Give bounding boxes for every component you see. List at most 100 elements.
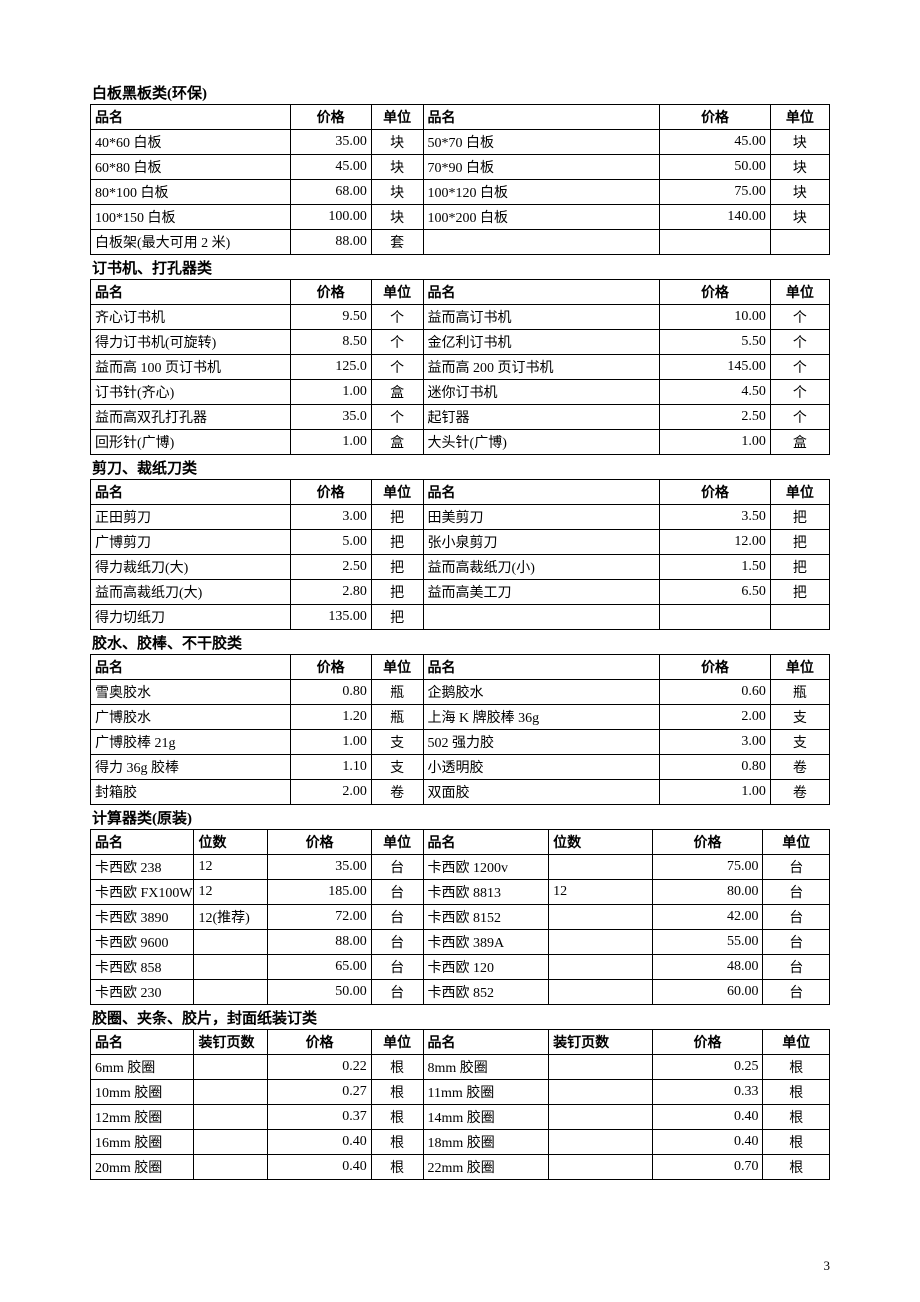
table-cell: 把 xyxy=(371,555,423,580)
table-cell: 块 xyxy=(770,130,829,155)
table-cell: 卡西欧 120 xyxy=(423,955,549,980)
table-header-row: 品名价格单位品名价格单位 xyxy=(91,655,830,680)
table-cell: 齐心订书机 xyxy=(91,305,291,330)
table-cell: 卡西欧 3890 xyxy=(91,905,194,930)
table-cell: 个 xyxy=(770,405,829,430)
table-header-cell: 单位 xyxy=(371,280,423,305)
table-cell: 2.80 xyxy=(290,580,371,605)
table-cell xyxy=(194,1130,268,1155)
table-header-cell: 价格 xyxy=(290,480,371,505)
table-header-cell: 单位 xyxy=(371,105,423,130)
table-header-row: 品名价格单位品名价格单位 xyxy=(91,105,830,130)
table-cell: 台 xyxy=(371,980,423,1005)
table-header-cell: 品名 xyxy=(91,480,291,505)
table-cell: 卡西欧 1200v xyxy=(423,855,549,880)
table-cell xyxy=(549,1105,652,1130)
table-header-cell: 装钉页数 xyxy=(194,1030,268,1055)
table-cell: 个 xyxy=(371,405,423,430)
table-cell: 把 xyxy=(770,580,829,605)
table-header-cell: 单位 xyxy=(371,655,423,680)
table-cell: 企鹅胶水 xyxy=(423,680,659,705)
table-header-cell: 单位 xyxy=(770,105,829,130)
table-header-cell: 价格 xyxy=(660,480,771,505)
table-cell: 0.60 xyxy=(660,680,771,705)
price-table: 品名价格单位品名价格单位正田剪刀3.00把田美剪刀3.50把广博剪刀5.00把张… xyxy=(90,479,830,630)
table-cell: 60*80 白板 xyxy=(91,155,291,180)
table-cell: 卷 xyxy=(770,780,829,805)
table-cell: 台 xyxy=(763,880,830,905)
table-row: 得力 36g 胶棒1.10支小透明胶0.80卷 xyxy=(91,755,830,780)
table-row: 60*80 白板45.00块70*90 白板50.00块 xyxy=(91,155,830,180)
table-row: 卡西欧 85865.00台卡西欧 12048.00台 xyxy=(91,955,830,980)
table-cell: 1.00 xyxy=(660,780,771,805)
table-cell: 45.00 xyxy=(290,155,371,180)
table-cell: 2.00 xyxy=(660,705,771,730)
table-cell: 益而高美工刀 xyxy=(423,580,659,605)
table-row: 100*150 白板100.00块100*200 白板140.00块 xyxy=(91,205,830,230)
table-cell: 16mm 胶圈 xyxy=(91,1130,194,1155)
table-cell: 45.00 xyxy=(660,130,771,155)
table-cell: 盒 xyxy=(770,430,829,455)
table-cell: 得力订书机(可旋转) xyxy=(91,330,291,355)
table-cell: 瓶 xyxy=(371,680,423,705)
table-cell: 185.00 xyxy=(268,880,371,905)
table-cell: 把 xyxy=(371,530,423,555)
table-cell: 瓶 xyxy=(770,680,829,705)
table-header-cell: 价格 xyxy=(660,655,771,680)
table-cell xyxy=(423,605,659,630)
table-cell: 1.50 xyxy=(660,555,771,580)
table-header-cell: 品名 xyxy=(423,1030,549,1055)
table-cell: 10.00 xyxy=(660,305,771,330)
table-cell: 1.00 xyxy=(290,380,371,405)
table-cell: 个 xyxy=(770,355,829,380)
table-cell xyxy=(549,1080,652,1105)
table-cell xyxy=(660,230,771,255)
table-cell: 根 xyxy=(371,1105,423,1130)
table-header-cell: 价格 xyxy=(660,105,771,130)
table-cell: 88.00 xyxy=(268,930,371,955)
table-cell: 125.0 xyxy=(290,355,371,380)
table-row: 益而高双孔打孔器35.0个起钉器2.50个 xyxy=(91,405,830,430)
table-cell: 台 xyxy=(371,880,423,905)
table-cell xyxy=(770,230,829,255)
table-cell: 35.0 xyxy=(290,405,371,430)
table-cell: 田美剪刀 xyxy=(423,505,659,530)
price-table: 品名价格单位品名价格单位40*60 白板35.00块50*70 白板45.00块… xyxy=(90,104,830,255)
table-cell: 把 xyxy=(371,605,423,630)
table-row: 6mm 胶圈0.22根8mm 胶圈0.25根 xyxy=(91,1055,830,1080)
table-cell: 12mm 胶圈 xyxy=(91,1105,194,1130)
table-cell: 瓶 xyxy=(371,705,423,730)
section-title: 计算器类(原装) xyxy=(90,807,830,828)
table-row: 80*100 白板68.00块100*120 白板75.00块 xyxy=(91,180,830,205)
table-cell: 70*90 白板 xyxy=(423,155,659,180)
table-cell: 块 xyxy=(770,205,829,230)
table-cell: 台 xyxy=(763,905,830,930)
table-cell: 小透明胶 xyxy=(423,755,659,780)
table-cell: 75.00 xyxy=(652,855,763,880)
table-cell: 12 xyxy=(194,855,268,880)
table-row: 齐心订书机9.50个益而高订书机10.00个 xyxy=(91,305,830,330)
table-header-cell: 价格 xyxy=(268,1030,371,1055)
table-row: 卡西欧 960088.00台卡西欧 389A55.00台 xyxy=(91,930,830,955)
table-cell xyxy=(194,1080,268,1105)
table-row: 12mm 胶圈0.37根14mm 胶圈0.40根 xyxy=(91,1105,830,1130)
table-cell: 根 xyxy=(763,1055,830,1080)
table-row: 益而高裁纸刀(大)2.80把益而高美工刀6.50把 xyxy=(91,580,830,605)
table-cell: 套 xyxy=(371,230,423,255)
table-header-row: 品名位数价格单位品名位数价格单位 xyxy=(91,830,830,855)
table-cell xyxy=(423,230,659,255)
table-cell: 益而高 200 页订书机 xyxy=(423,355,659,380)
table-cell: 0.70 xyxy=(652,1155,763,1180)
table-cell: 0.40 xyxy=(652,1130,763,1155)
table-cell: 8.50 xyxy=(290,330,371,355)
table-row: 20mm 胶圈0.40根22mm 胶圈0.70根 xyxy=(91,1155,830,1180)
table-cell: 雪奥胶水 xyxy=(91,680,291,705)
price-table: 品名价格单位品名价格单位齐心订书机9.50个益而高订书机10.00个得力订书机(… xyxy=(90,279,830,455)
table-cell: 0.80 xyxy=(290,680,371,705)
table-row: 正田剪刀3.00把田美剪刀3.50把 xyxy=(91,505,830,530)
table-cell: 盒 xyxy=(371,430,423,455)
table-cell: 卷 xyxy=(371,780,423,805)
table-cell: 50.00 xyxy=(660,155,771,180)
table-header-cell: 品名 xyxy=(423,830,549,855)
table-row: 回形针(广博)1.00盒大头针(广博)1.00盒 xyxy=(91,430,830,455)
